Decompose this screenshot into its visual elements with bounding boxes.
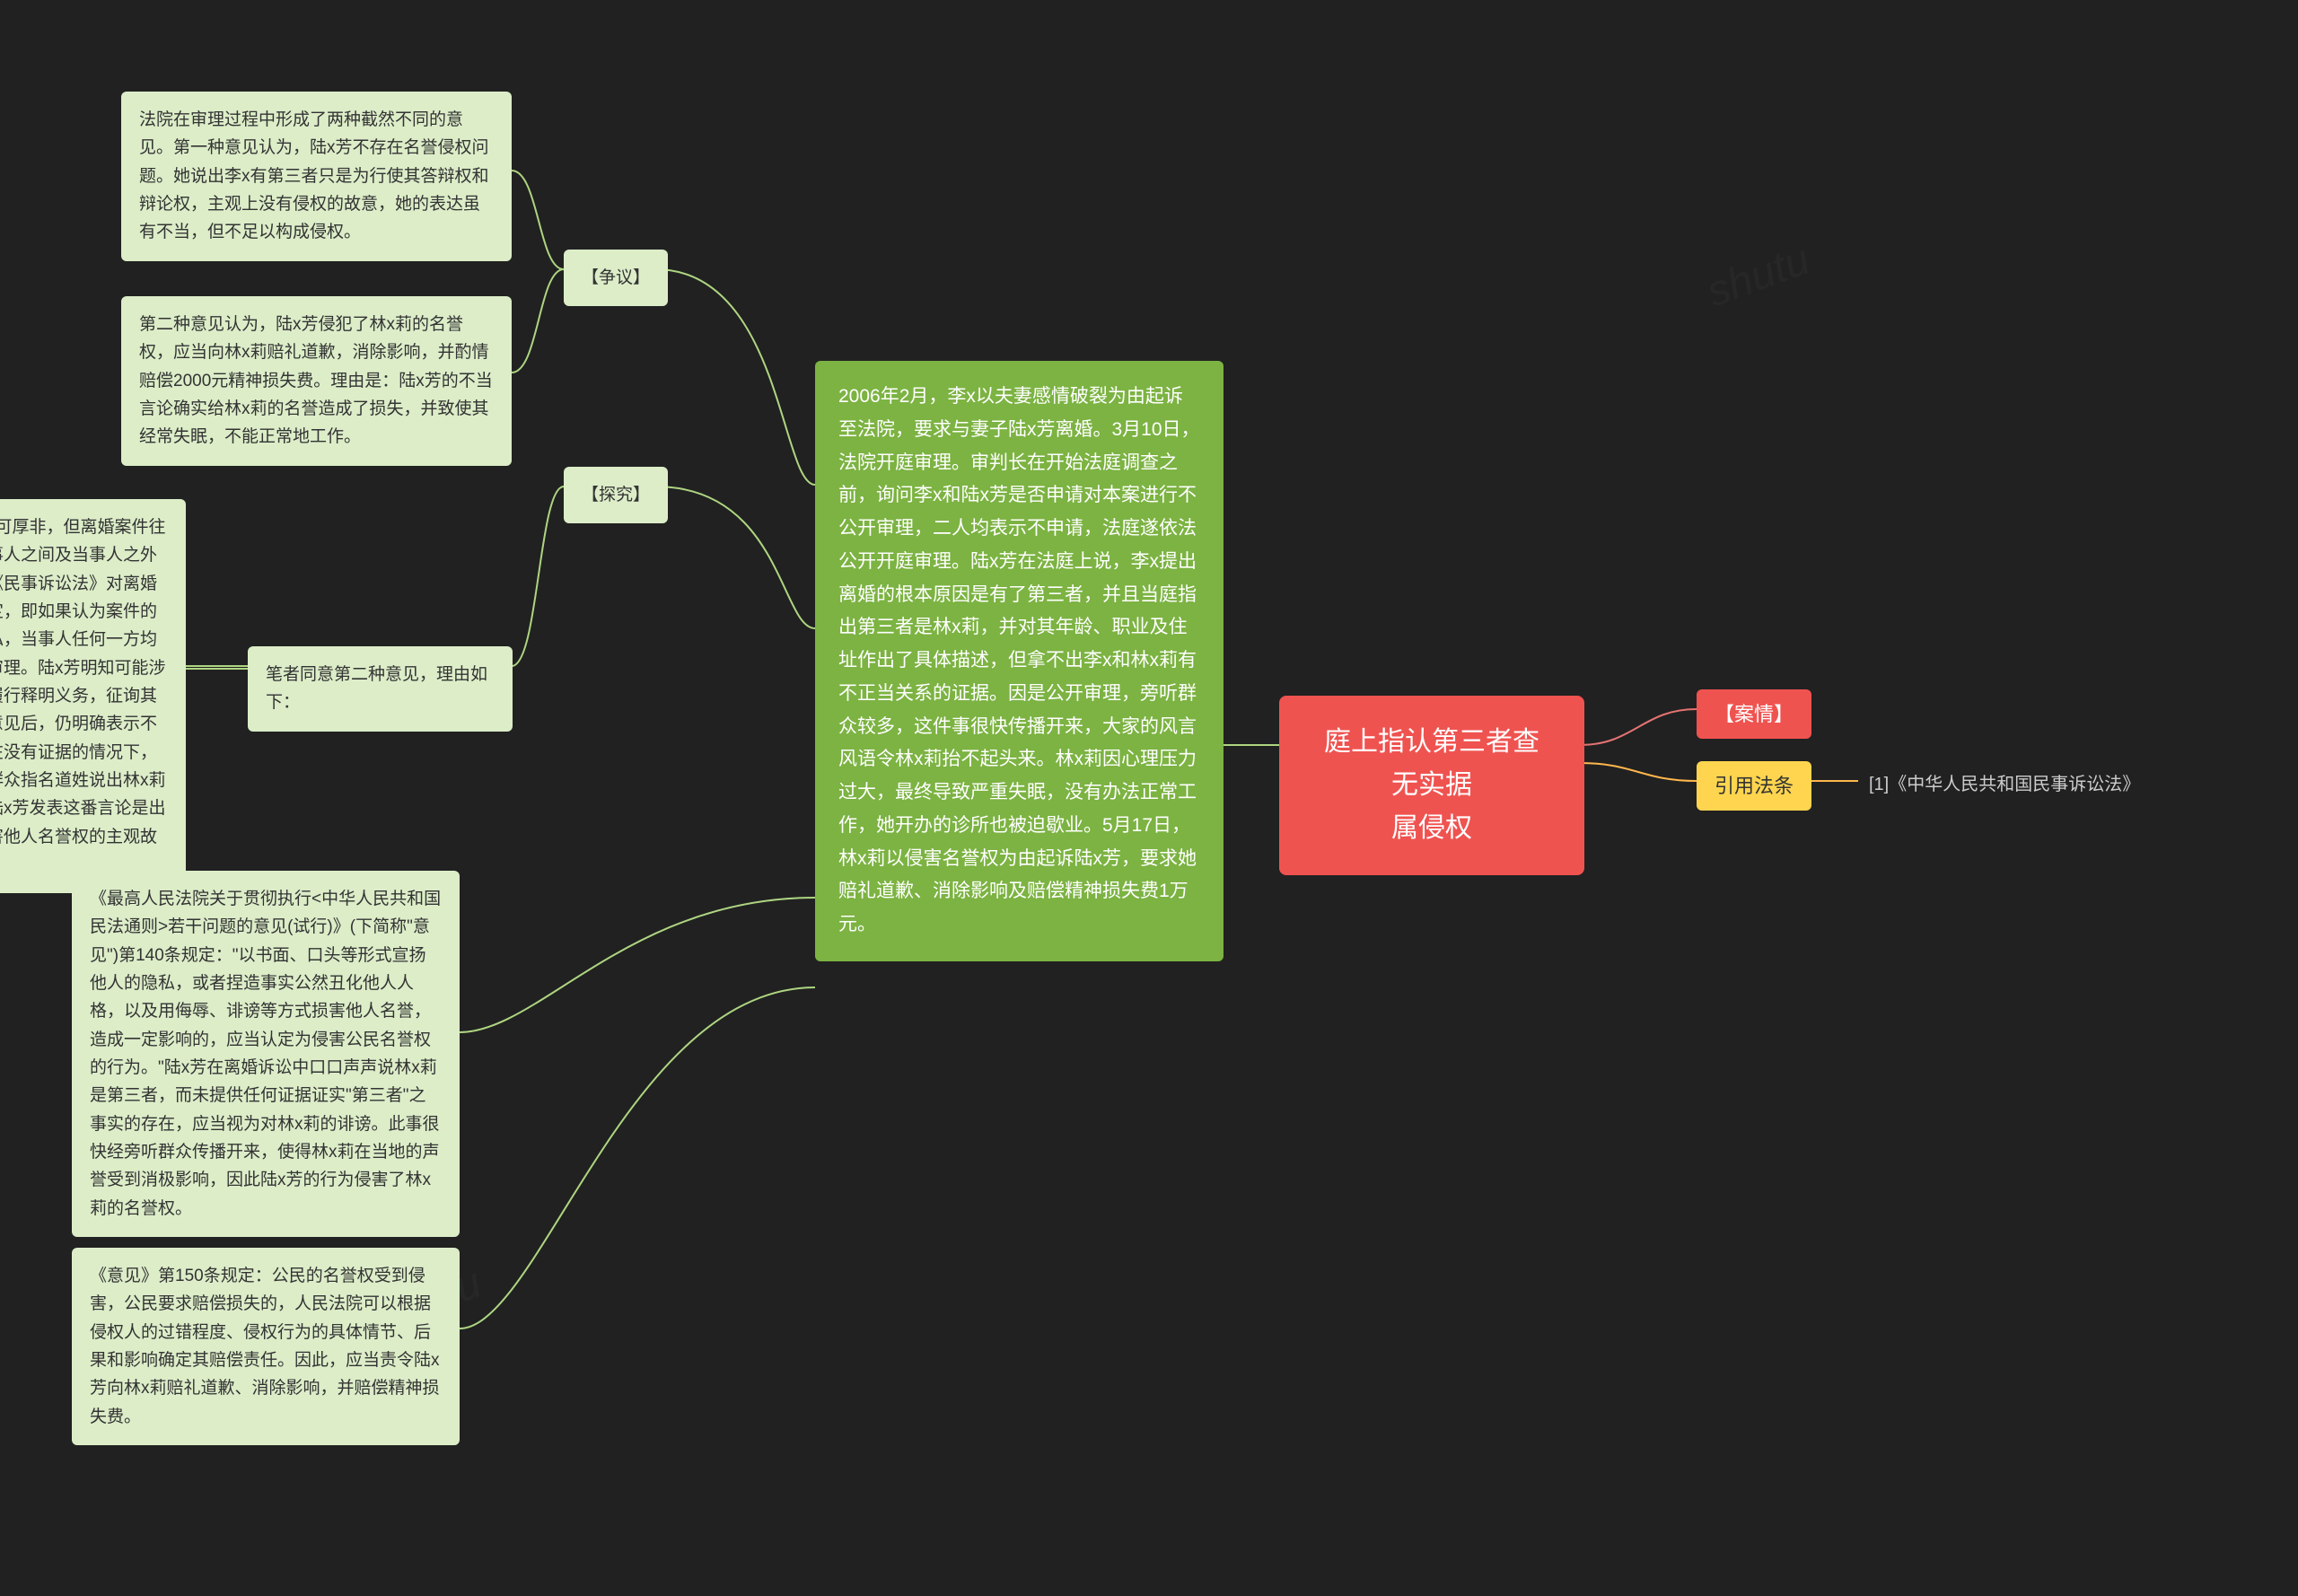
opinion1: 法院在审理过程中形成了两种截然不同的意见。第一种意见认为，陆x芳不存在名誉侵权问… bbox=[121, 92, 512, 261]
case-label: 【案情】 bbox=[1697, 689, 1811, 739]
case-body: 2006年2月，李x以夫妻感情破裂为由起诉至法院，要求与妻子陆x芳离婚。3月10… bbox=[815, 361, 1224, 961]
reason2: 《最高人民法院关于贯彻执行<中华人民共和国民法通则>若干问题的意见(试行)》(下… bbox=[72, 871, 460, 1237]
opinion2: 第二种意见认为，陆x芳侵犯了林x莉的名誉权，应当向林x莉赔礼道歉，消除影响，并酌… bbox=[121, 296, 512, 466]
law-label: 引用法条 bbox=[1697, 761, 1811, 811]
dispute-label: 【争议】 bbox=[564, 250, 668, 306]
explore-label: 【探究】 bbox=[564, 467, 668, 523]
reason1: 陆x芳行使答辩权本来无可厚非，但离婚案件往往可能涉及到婚姻的当事人之间及当事人之… bbox=[0, 499, 186, 893]
root-title-line2: 属侵权 bbox=[1311, 807, 1552, 850]
root-title-line1: 庭上指认第三者查无实据 bbox=[1311, 721, 1552, 807]
law-reference: [1]《中华人民共和国民事诉讼法》 bbox=[1858, 763, 2151, 806]
watermark: shutu bbox=[1700, 235, 1816, 318]
reason3: 《意见》第150条规定：公民的名誉权受到侵害，公民要求赔偿损失的，人民法院可以根… bbox=[72, 1248, 460, 1445]
agree-label: 笔者同意第二种意见，理由如下： bbox=[248, 646, 513, 732]
root-node: 庭上指认第三者查无实据 属侵权 bbox=[1279, 696, 1584, 875]
